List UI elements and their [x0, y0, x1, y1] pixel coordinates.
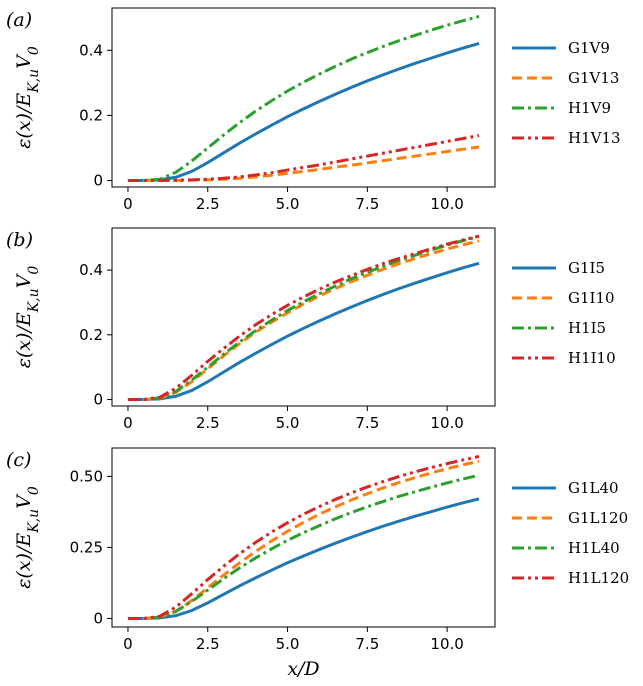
y-axis-label: ε(x)/EK,uV0: [13, 266, 42, 369]
x-tick-label: 2.5: [196, 414, 220, 432]
y-tick-label: 0.2: [79, 106, 103, 124]
series-line-H1V13: [127, 134, 480, 182]
panel-b: 0 2.5 5.0 7.5 10.000.20.4(b)ε(x)/EK,uV0 G1I5G…: [6, 227, 616, 432]
legend-label: H1V13: [568, 129, 621, 147]
axes-frame: [111, 447, 496, 628]
series-line-H1L120: [127, 455, 480, 620]
series-line-G1V13: [127, 145, 480, 182]
series-line-H1I5: [127, 234, 480, 402]
series-line-G1V9: [127, 42, 480, 182]
panel-label: (b): [6, 229, 33, 251]
y-tick-label: 0: [93, 391, 103, 409]
y-tick-label: 0: [93, 171, 103, 189]
legend-label: H1V9: [568, 99, 611, 117]
legend-label: G1V9: [568, 39, 610, 57]
x-tick-label: 0: [123, 635, 133, 653]
series-line-G1I5: [127, 261, 480, 402]
legend: G1I5 G1I10 H1I5 H1I10: [512, 259, 616, 367]
x-tick-label: 5.0: [276, 635, 300, 653]
series-line-H1L40: [127, 473, 480, 620]
series-line-G1I10: [127, 239, 480, 402]
x-tick-label: 2.5: [196, 195, 220, 213]
panel-a: 0 2.5 5.0 7.5 10.000.20.4(a)ε(x)/EK,uV0 G1V9G…: [6, 7, 621, 213]
x-tick-label: 2.5: [196, 635, 220, 653]
series-line-G1L120: [127, 459, 480, 620]
legend-label: G1V13: [568, 69, 619, 87]
y-tick-label: 0: [93, 609, 103, 627]
legend-label: H1I5: [568, 319, 606, 337]
x-tick-label: 7.5: [355, 414, 379, 432]
series-line-H1V9: [127, 15, 480, 182]
x-tick-label: 0: [123, 195, 133, 213]
x-tick-label: 10.0: [430, 635, 463, 653]
panel-c: 0 2.5 5.0 7.5 10.0 0 0.25 0.50 (c) ε(x)/EK,uV0 x/D…: [6, 447, 629, 680]
axes-frame: [111, 7, 496, 188]
legend: G1V9 G1V13 H1V9 H1V13: [512, 39, 621, 147]
x-tick-label: 7.5: [355, 635, 379, 653]
x-tick-label: 7.5: [355, 195, 379, 213]
x-tick-label: 5.0: [276, 195, 300, 213]
legend-label: H1L120: [568, 569, 629, 587]
x-tick-label: 0: [123, 414, 133, 432]
x-tick-label: 10.0: [430, 414, 463, 432]
y-tick-label: 0.4: [79, 41, 103, 59]
x-tick-label: 10.0: [430, 195, 463, 213]
y-tick-label: 0.2: [79, 326, 103, 344]
panel-label: (a): [6, 9, 32, 31]
axes-frame: [111, 227, 496, 407]
y-tick-label: 0.25: [70, 538, 103, 556]
legend-label: G1I10: [568, 289, 615, 307]
legend-label: H1I10: [568, 349, 616, 367]
y-tick-label: 0.4: [79, 261, 103, 279]
series-line-H1I10: [127, 234, 480, 402]
panel-label: (c): [6, 449, 31, 471]
legend-label: H1L40: [568, 539, 620, 557]
x-axis-label: x/D: [287, 658, 319, 680]
y-tick-label: 0.50: [70, 467, 103, 485]
x-tick-label: 5.0: [276, 414, 300, 432]
legend: G1L40 G1L120 H1L40 H1L120: [512, 479, 629, 587]
y-axis-label: ε(x)/EK,uV0: [13, 46, 42, 149]
series-line-G1L40: [127, 497, 480, 620]
legend-label: G1L40: [568, 479, 619, 497]
legend-label: G1I5: [568, 259, 605, 277]
y-axis-label: ε(x)/EK,uV0: [13, 486, 42, 589]
legend-label: G1L120: [568, 509, 628, 527]
